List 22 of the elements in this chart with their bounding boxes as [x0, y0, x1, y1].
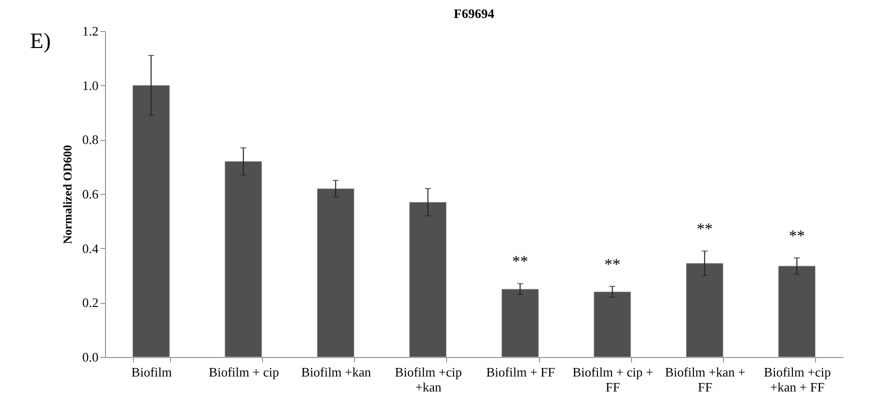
x-tick-label: Biofilm	[131, 364, 172, 380]
y-tick-label: 1.0	[82, 78, 98, 93]
x-tick-label: Biofilm +kan	[301, 364, 372, 380]
data-label: **	[788, 228, 805, 245]
chart-title: F69694	[454, 6, 495, 21]
x-tick-label: Biofilm + cip + FF	[572, 364, 654, 394]
x-tick-label: Biofilm +cip +kan + FF	[764, 364, 831, 394]
x-tick-label: Biofilm +kan + FF	[664, 364, 746, 394]
x-tick-label: Biofilm + FF	[486, 364, 555, 380]
data-label: **	[696, 221, 713, 238]
x-tick-label: Biofilm + cip	[208, 364, 279, 380]
y-tick-label: 1.2	[82, 24, 98, 38]
y-tick-label: 0.8	[82, 132, 98, 148]
text: E)	[30, 28, 51, 53]
data-label: **	[512, 254, 528, 271]
y-tick-label: 0.2	[82, 295, 98, 310]
y-axis-title: Normalized OD600	[60, 145, 74, 244]
x-tick-label: Biofilm +cip +kan	[394, 364, 462, 394]
y-tick-label: 0.4	[82, 240, 99, 256]
data-label: **	[604, 256, 620, 274]
y-tick-label: 0.0	[82, 350, 98, 364]
y-tick-label: 0.6	[82, 186, 99, 202]
